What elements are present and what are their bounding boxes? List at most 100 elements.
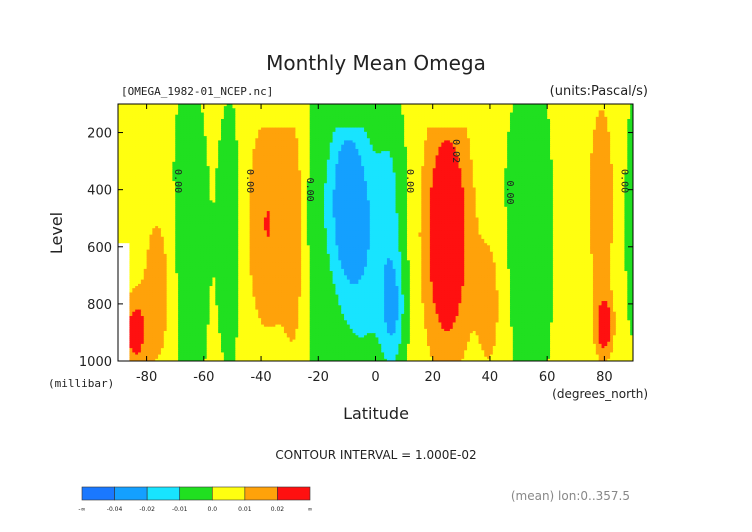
field-cell xyxy=(547,148,551,152)
field-cell xyxy=(369,114,374,118)
field-cell xyxy=(183,155,188,159)
field-cell xyxy=(492,106,497,109)
field-cell xyxy=(406,121,411,124)
field-cell xyxy=(158,140,162,144)
field-cell xyxy=(532,123,537,127)
field-cell xyxy=(292,133,296,137)
field-cell xyxy=(498,123,502,127)
field-cell xyxy=(444,118,448,122)
field-cell xyxy=(358,121,362,124)
field-cell xyxy=(469,146,474,150)
field-cell xyxy=(298,133,302,137)
field-cell xyxy=(509,140,514,144)
field-cell xyxy=(581,104,585,107)
field-cell xyxy=(389,127,394,131)
field-cell xyxy=(418,125,422,129)
field-cell xyxy=(286,106,291,109)
field-cell xyxy=(138,118,142,122)
field-cell xyxy=(375,144,379,148)
field-cell xyxy=(209,153,214,156)
field-cell xyxy=(123,110,128,114)
field-cell xyxy=(429,108,434,112)
field-cell xyxy=(438,133,442,137)
field-cell xyxy=(246,144,251,148)
field-cell xyxy=(561,110,565,114)
field-cell xyxy=(183,142,188,146)
field-cell xyxy=(429,121,434,124)
field-cell xyxy=(189,116,193,120)
field-cell xyxy=(183,131,188,135)
field-cell xyxy=(384,127,388,131)
field-cell xyxy=(295,140,299,144)
field-cell xyxy=(195,140,199,144)
field-cell xyxy=(389,138,394,142)
field-cell xyxy=(135,148,139,152)
field-cell xyxy=(361,112,365,116)
field-cell xyxy=(326,138,331,142)
field-cell xyxy=(398,138,402,142)
field-cell xyxy=(149,153,153,156)
field-cell xyxy=(272,108,276,112)
field-cell xyxy=(564,151,568,154)
field-cell xyxy=(332,144,337,148)
field-cell xyxy=(389,118,394,122)
field-cell xyxy=(524,144,528,148)
field-cell xyxy=(570,116,574,120)
field-cell xyxy=(515,110,520,114)
field-cell xyxy=(269,131,274,135)
field-cell xyxy=(427,133,431,137)
field-cell xyxy=(584,131,588,135)
field-cell xyxy=(289,108,294,112)
field-cell xyxy=(332,118,337,122)
field-cell xyxy=(512,104,517,107)
field-cell xyxy=(595,123,600,127)
field-cell xyxy=(152,125,156,129)
field-cell xyxy=(341,146,345,150)
field-cell xyxy=(332,142,337,146)
field-cell xyxy=(501,121,505,124)
field-cell xyxy=(329,114,334,118)
field-cell xyxy=(612,138,617,142)
field-cell xyxy=(243,114,248,118)
field-cell xyxy=(203,106,208,109)
field-cell xyxy=(570,108,574,112)
field-cell xyxy=(575,123,580,127)
field-cell xyxy=(152,110,156,114)
field-cell xyxy=(223,106,228,109)
field-cell xyxy=(492,121,497,124)
field-cell xyxy=(615,136,620,139)
field-cell xyxy=(143,125,148,129)
field-cell xyxy=(487,153,491,156)
field-cell xyxy=(129,127,133,131)
field-cell xyxy=(481,144,485,148)
field-cell xyxy=(172,138,176,142)
field-cell xyxy=(444,138,448,142)
field-cell xyxy=(229,142,234,146)
field-cell xyxy=(495,136,500,139)
field-cell xyxy=(461,129,465,133)
field-cell xyxy=(444,112,448,116)
field-cell xyxy=(132,108,136,112)
field-cell xyxy=(532,114,537,118)
field-cell xyxy=(458,148,462,152)
field-cell xyxy=(132,114,136,118)
field-cell xyxy=(507,140,511,144)
field-cell xyxy=(138,123,142,127)
field-cell xyxy=(521,112,525,116)
field-cell xyxy=(572,136,577,139)
field-cell xyxy=(183,116,188,120)
field-cell xyxy=(395,116,399,120)
field-cell xyxy=(550,127,554,131)
field-cell xyxy=(195,121,199,124)
field-cell xyxy=(238,114,242,118)
field-cell xyxy=(487,131,491,135)
field-cell xyxy=(338,151,342,154)
field-cell xyxy=(518,112,523,116)
field-cell xyxy=(449,118,454,122)
field-cell xyxy=(369,106,374,109)
field-cell xyxy=(172,106,176,109)
field-cell xyxy=(544,104,548,107)
field-cell xyxy=(587,129,591,133)
field-cell xyxy=(175,131,179,135)
field-cell xyxy=(472,148,477,152)
